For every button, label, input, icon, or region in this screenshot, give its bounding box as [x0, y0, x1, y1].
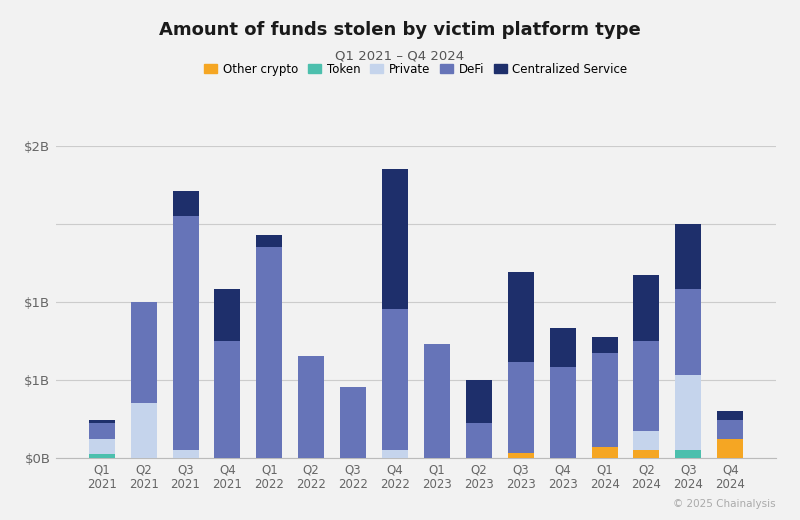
Bar [173, 450, 198, 458]
Legend: Other crypto, Token, Private, DeFi, Centralized Service: Other crypto, Token, Private, DeFi, Cent… [200, 58, 632, 81]
Bar [675, 289, 702, 375]
Bar [718, 420, 743, 439]
Bar [718, 439, 743, 458]
Bar [508, 362, 534, 453]
Bar [89, 439, 114, 454]
Bar [675, 224, 702, 289]
Bar [634, 341, 659, 431]
Bar [550, 367, 576, 458]
Bar [466, 380, 492, 423]
Bar [173, 191, 198, 216]
Bar [550, 328, 576, 367]
Bar [89, 423, 114, 439]
Bar [591, 353, 618, 447]
Bar [89, 420, 114, 423]
Bar [89, 454, 114, 458]
Bar [256, 247, 282, 458]
Bar [130, 302, 157, 403]
Bar [634, 431, 659, 450]
Bar [591, 337, 618, 353]
Bar [634, 275, 659, 341]
Text: © 2025 Chainalysis: © 2025 Chainalysis [674, 499, 776, 509]
Bar [508, 272, 534, 362]
Bar [718, 411, 743, 420]
Bar [298, 356, 324, 458]
Bar [382, 169, 408, 309]
Bar [382, 309, 408, 450]
Bar [634, 450, 659, 458]
Bar [424, 344, 450, 458]
Bar [256, 235, 282, 247]
Text: Q1 2021 – Q4 2024: Q1 2021 – Q4 2024 [335, 49, 465, 62]
Bar [130, 403, 157, 458]
Bar [214, 289, 241, 341]
Bar [173, 216, 198, 450]
Bar [382, 450, 408, 458]
Bar [508, 453, 534, 458]
Text: Amount of funds stolen by victim platform type: Amount of funds stolen by victim platfor… [159, 21, 641, 39]
Bar [214, 341, 241, 458]
Bar [675, 375, 702, 450]
Bar [675, 450, 702, 458]
Bar [466, 423, 492, 458]
Bar [340, 387, 366, 458]
Bar [591, 447, 618, 458]
